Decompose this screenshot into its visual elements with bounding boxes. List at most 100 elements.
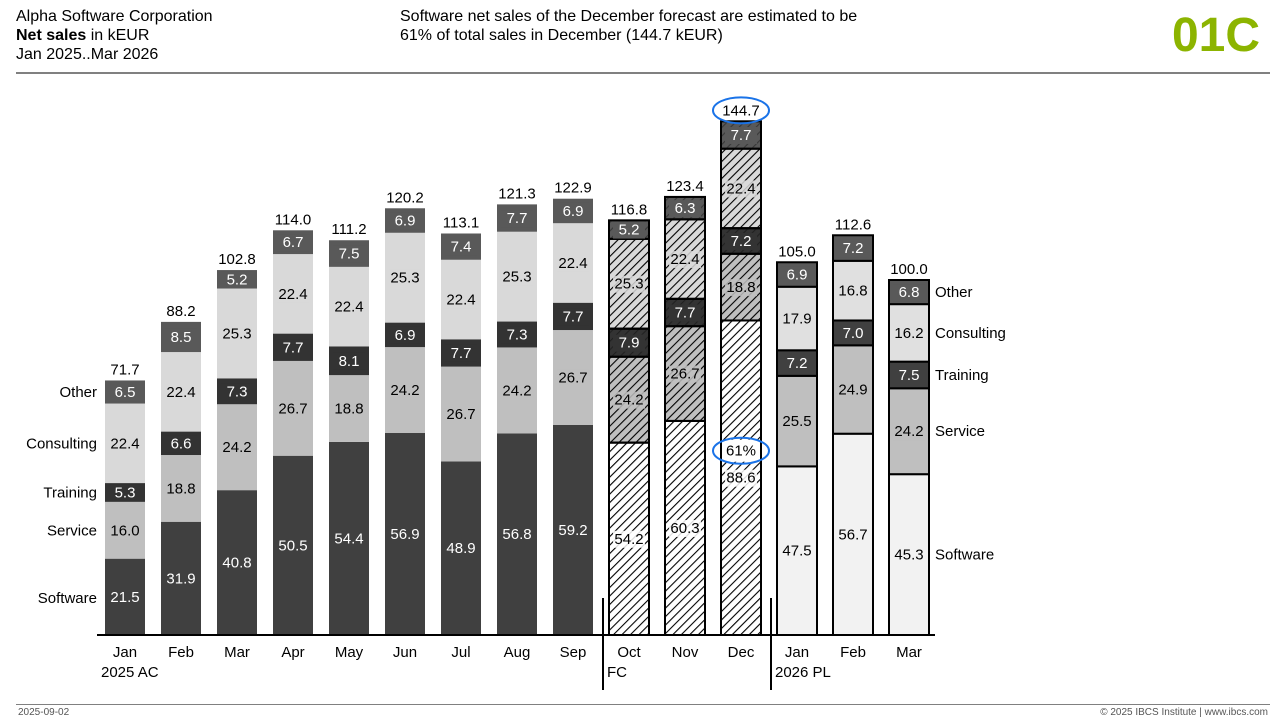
- company-name: Alpha Software Corporation: [16, 8, 213, 25]
- data-label: 56.9: [390, 526, 419, 543]
- total-label: 144.7: [722, 102, 760, 119]
- label-background: [669, 251, 701, 269]
- total-label: 120.2: [386, 189, 424, 206]
- data-label: 24.2: [222, 439, 251, 456]
- data-label: 48.9: [446, 540, 475, 557]
- data-label: 25.3: [222, 325, 251, 342]
- label-background: [109, 522, 141, 540]
- label-background: [725, 232, 757, 250]
- legend-right-service: Service: [935, 423, 985, 440]
- label-background: [109, 384, 141, 402]
- data-label: 6.8: [899, 284, 920, 301]
- label-background: [725, 180, 757, 198]
- label-background: [221, 325, 253, 343]
- data-label: 24.2: [614, 392, 643, 409]
- total-label: 123.4: [666, 178, 704, 195]
- data-label: 8.1: [339, 353, 360, 370]
- data-label: 7.4: [451, 239, 472, 256]
- data-label: 26.7: [446, 406, 475, 423]
- label-background: [893, 366, 925, 384]
- data-label: 22.4: [558, 255, 587, 272]
- data-label: 22.4: [726, 180, 755, 197]
- label-background: [613, 530, 645, 548]
- label-background: [277, 339, 309, 357]
- data-label: 56.8: [502, 526, 531, 543]
- measure-name: Net sales: [16, 27, 87, 44]
- total-label: 100.0: [890, 261, 928, 278]
- label-background: [781, 266, 813, 284]
- label-background: [669, 200, 701, 218]
- data-label: 45.3: [894, 547, 923, 564]
- label-background: [389, 326, 421, 344]
- label-background: [669, 365, 701, 383]
- period-label: 2025 AC: [101, 664, 159, 681]
- label-background: [445, 238, 477, 256]
- data-label: 18.8: [166, 480, 195, 497]
- data-label: 7.2: [843, 240, 864, 257]
- label-background: [837, 282, 869, 300]
- label-background: [221, 271, 253, 289]
- label-background: [333, 352, 365, 370]
- category-label: Jul: [451, 644, 470, 661]
- data-label: 22.4: [278, 286, 307, 303]
- label-background: [557, 254, 589, 272]
- data-label: 5.3: [115, 484, 136, 501]
- footer-divider: [16, 704, 1270, 705]
- data-label: 21.5: [110, 589, 139, 606]
- legend-right-software: Software: [935, 547, 994, 564]
- category-label: Mar: [896, 644, 922, 661]
- label-background: [501, 382, 533, 400]
- label-background: [613, 334, 645, 352]
- data-label: 7.7: [283, 339, 304, 356]
- data-label: 50.5: [278, 537, 307, 554]
- category-label: Sep: [560, 644, 587, 661]
- category-label: Jan: [113, 644, 137, 661]
- label-background: [837, 526, 869, 544]
- total-label: 114.0: [275, 211, 311, 228]
- measure-unit: in kEUR: [86, 27, 150, 44]
- data-label: 17.9: [782, 311, 811, 328]
- data-label: 88.6: [726, 470, 755, 487]
- label-background: [613, 221, 645, 239]
- category-label: Mar: [224, 644, 250, 661]
- category-label: Jun: [393, 644, 417, 661]
- label-background: [333, 298, 365, 316]
- data-label: 18.8: [334, 401, 363, 418]
- highlight-text: 61%: [726, 443, 756, 460]
- category-label: May: [335, 644, 364, 661]
- total-label: 111.2: [331, 221, 366, 238]
- data-label: 6.6: [171, 435, 192, 452]
- label-background: [221, 383, 253, 401]
- data-label: 16.8: [838, 283, 867, 300]
- legend-left-training: Training: [43, 484, 97, 501]
- data-label: 6.9: [395, 327, 416, 344]
- total-label: 71.7: [110, 361, 139, 378]
- label-background: [613, 391, 645, 409]
- label-background: [445, 406, 477, 424]
- label-background: [557, 202, 589, 220]
- data-label: 54.4: [334, 530, 363, 547]
- label-background: [501, 526, 533, 544]
- label-background: [837, 240, 869, 258]
- data-label: 18.8: [726, 279, 755, 296]
- total-label: 122.9: [554, 180, 592, 197]
- data-label: 22.4: [166, 384, 195, 401]
- label-background: [221, 439, 253, 457]
- data-label: 7.2: [787, 355, 808, 372]
- chart-code: 01C: [1171, 9, 1260, 62]
- data-label: 40.8: [222, 555, 251, 572]
- footer-date: 2025-09-02: [18, 707, 70, 718]
- label-background: [893, 284, 925, 302]
- total-label: 88.2: [166, 303, 195, 320]
- label-background: [165, 328, 197, 346]
- data-label: 25.5: [782, 413, 811, 430]
- data-label: 22.4: [446, 292, 475, 309]
- label-background: [501, 210, 533, 228]
- total-label: 102.8: [218, 251, 256, 268]
- data-label: 25.3: [502, 269, 531, 286]
- label-background: [893, 324, 925, 342]
- data-label: 24.2: [894, 423, 923, 440]
- measure: Net sales in kEUR: [16, 26, 213, 45]
- data-label: 7.5: [339, 246, 360, 263]
- label-background: [165, 480, 197, 498]
